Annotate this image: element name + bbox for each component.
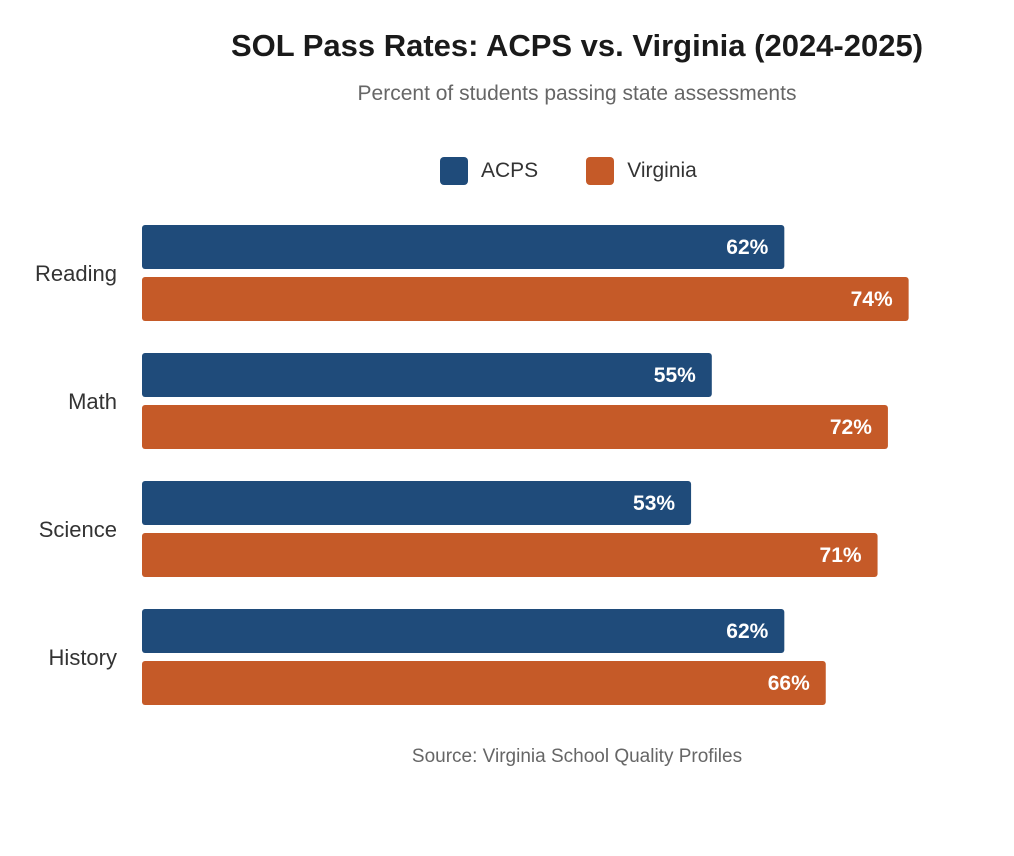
- legend-swatch-acps: [440, 157, 468, 185]
- category-label-science: Science: [39, 517, 117, 542]
- bar-acps-reading: [142, 225, 785, 269]
- legend-label-acps: ACPS: [481, 159, 539, 182]
- bar-acps-math: [142, 353, 712, 397]
- category-label-reading: Reading: [35, 261, 117, 286]
- data-label-virginia-science: 71%: [820, 544, 862, 567]
- bar-virginia-history: [142, 661, 826, 705]
- data-label-acps-history: 62%: [726, 620, 768, 643]
- data-label-acps-math: 55%: [654, 364, 696, 387]
- bar-acps-science: [142, 481, 692, 525]
- bar-virginia-reading: [142, 277, 909, 321]
- legend-swatch-virginia: [586, 157, 615, 185]
- chart-subtitle: Percent of students passing state assess…: [357, 82, 797, 105]
- legend-label-virginia: Virginia: [627, 159, 697, 182]
- source-note: Source: Virginia School Quality Profiles: [411, 746, 743, 767]
- bar-acps-history: [142, 609, 785, 653]
- data-label-virginia-history: 66%: [768, 672, 810, 695]
- legend-item-virginia: Virginia: [586, 157, 697, 185]
- legend: ACPS Virginia: [440, 157, 745, 185]
- chart-title: SOL Pass Rates: ACPS vs. Virginia (2024-…: [230, 28, 924, 63]
- bar-virginia-science: [142, 533, 878, 577]
- category-label-math: Math: [68, 389, 117, 414]
- data-label-virginia-math: 72%: [830, 416, 872, 439]
- data-label-acps-reading: 62%: [726, 236, 768, 259]
- bar-virginia-math: [142, 405, 888, 449]
- legend-item-acps: ACPS: [440, 157, 538, 185]
- data-label-acps-science: 53%: [633, 492, 675, 515]
- category-label-history: History: [49, 645, 117, 670]
- data-label-virginia-reading: 74%: [851, 288, 893, 311]
